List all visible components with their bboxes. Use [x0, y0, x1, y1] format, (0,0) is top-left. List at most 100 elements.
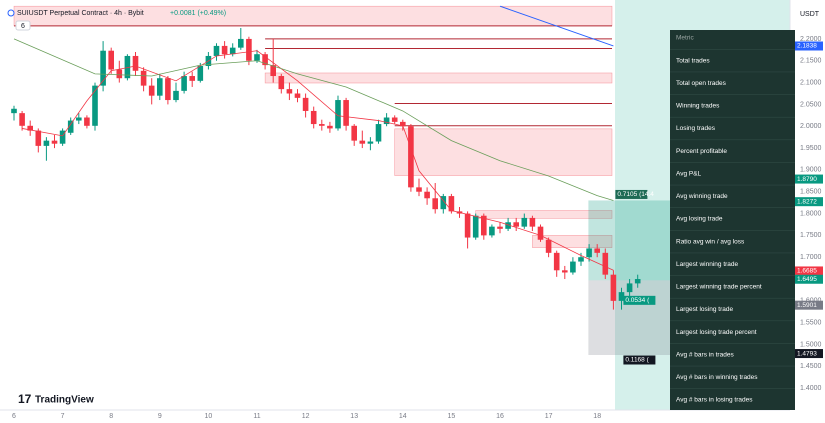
candle-body [84, 117, 90, 126]
x-tick-label: 11 [253, 413, 260, 420]
y-tick-label: 2.0500 [800, 101, 822, 108]
x-tick-label: 6 [12, 413, 16, 420]
y-tick-label: 1.4500 [800, 363, 822, 370]
candle-body [11, 108, 17, 114]
x-tick-label: 14 [399, 413, 407, 420]
candle-body [335, 100, 341, 129]
x-tick-label: 13 [350, 413, 358, 420]
currency: USDT [800, 11, 820, 18]
order-block [264, 72, 613, 84]
y-tick-label: 1.5000 [800, 341, 822, 348]
candle-body [213, 45, 220, 56]
price-badge-label: 1.8272 [797, 198, 817, 205]
position-label-bg [615, 189, 648, 199]
x-tick-label: 10 [205, 413, 213, 420]
price-badge [795, 274, 823, 284]
candle-body [262, 54, 268, 66]
y-tick-label: 1.9500 [800, 145, 822, 152]
candle-body [108, 50, 114, 70]
candle-body [578, 257, 584, 262]
metric-label: Total trades [676, 57, 710, 64]
candle-body [294, 93, 301, 98]
position-label: 0.0534 ( [625, 297, 650, 304]
candle-body [529, 217, 536, 227]
candle-body [562, 270, 568, 273]
candle-body [43, 140, 50, 146]
candle-body [610, 274, 617, 301]
candle-body [229, 47, 236, 55]
position-label-bg [623, 295, 656, 305]
y-tick-label: 1.9000 [800, 167, 822, 174]
candle-body [310, 110, 317, 125]
candle-body [286, 89, 293, 94]
metric-label: Winning trades [676, 103, 720, 110]
candle-body [157, 78, 163, 96]
indicator-count: 6 [21, 23, 25, 30]
position-label: 0.7105 (14.4 [617, 191, 654, 198]
candle-body [92, 85, 98, 126]
candle-body [19, 113, 25, 126]
price-badge-label: 1.6495 [797, 276, 817, 283]
candle-body [618, 292, 625, 301]
moving-average [22, 50, 614, 271]
candle-body [351, 125, 357, 141]
candle-body [586, 248, 592, 258]
candle-body [270, 65, 276, 77]
candle-body [278, 76, 285, 90]
candle-body [602, 252, 609, 275]
x-tick-label: 16 [496, 413, 504, 420]
candle-body [124, 55, 131, 79]
candle-body [545, 239, 552, 253]
candle-body [553, 252, 560, 271]
x-tick-label: 7 [61, 413, 65, 420]
price-badge-label: 1.5901 [797, 302, 817, 309]
candle-body [481, 215, 487, 236]
candle-body [319, 124, 325, 126]
candle-body [497, 226, 503, 229]
metric-label: Largest winning trade percent [676, 284, 762, 291]
x-tick-label: 8 [109, 413, 113, 420]
plot-layer: 2.2000 2.1500 2.1000 2.0500 2.0000 1.9500 1.90… [11, 5, 822, 420]
y-tick-label: 2.1500 [800, 58, 822, 65]
candle-body [424, 191, 430, 199]
x-tick-label: 18 [593, 413, 601, 420]
y-tick-label: 1.8000 [800, 210, 822, 217]
price-badge [795, 266, 823, 276]
metric-label: Avg # bars in trades [676, 351, 734, 358]
price-badge-label: 1.6685 [797, 268, 817, 275]
candle-body [221, 45, 228, 55]
x-tick-label: 12 [302, 413, 310, 420]
metric-label: Avg # bars in winning trades [676, 374, 758, 381]
candle-body [367, 141, 374, 144]
symbol-title: SUIUSDT Perpetual Contract · 4h · Bybit [17, 10, 144, 17]
candle-body [148, 85, 155, 96]
metric-label: Avg # bars in losing trades [676, 397, 753, 404]
panel-background [670, 30, 795, 410]
metric-label: Largest losing trade percent [676, 329, 757, 336]
moving-average [13, 38, 614, 201]
price-badge [795, 41, 823, 51]
candle-body [327, 125, 333, 129]
y-tick-label: 1.8500 [800, 189, 822, 196]
candle-body [238, 38, 244, 48]
candle-body [27, 125, 33, 131]
x-tick-label: 17 [545, 413, 553, 420]
metric-label: Avg winning trade [676, 193, 728, 200]
y-tick-label: 1.5500 [800, 320, 822, 327]
candle-body [59, 130, 66, 144]
price-badge [795, 174, 823, 184]
candle-body [181, 76, 187, 91]
candle-body [440, 196, 447, 210]
price-badge [795, 197, 823, 207]
y-tick-label: 2.2000 [800, 36, 822, 43]
price-change: +0.0081 (+0.49%) [170, 10, 226, 17]
metric-label: Total open trades [676, 80, 727, 87]
order-block [394, 128, 613, 176]
candle-body [432, 198, 438, 210]
candle-body [513, 222, 519, 227]
candle-body [383, 117, 390, 125]
metric-label: Losing trades [676, 125, 716, 132]
candle-body [100, 50, 106, 86]
price-badge [795, 349, 823, 359]
